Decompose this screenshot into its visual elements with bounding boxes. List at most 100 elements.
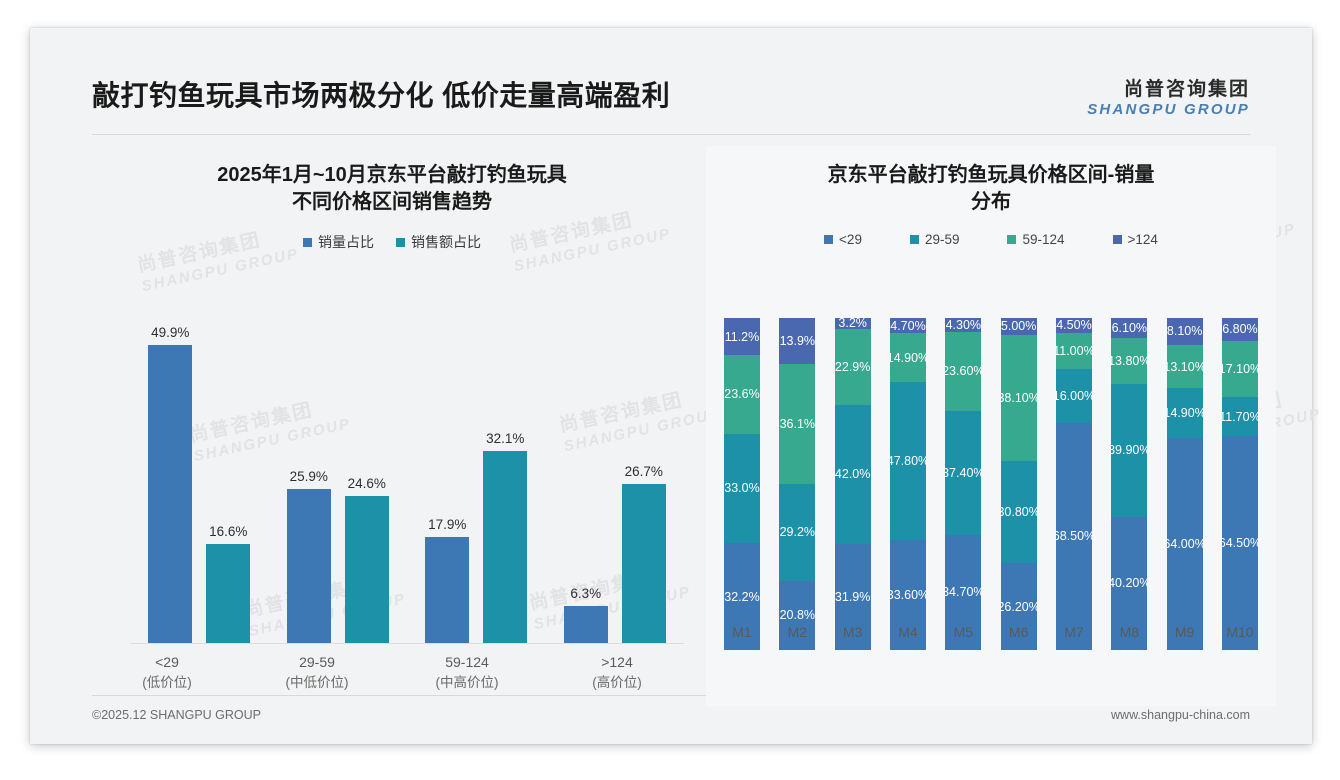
- legend-item-59-124[interactable]: 59-124: [1007, 232, 1065, 247]
- footer-copyright: ©2025.12 SHANGPU GROUP: [92, 708, 261, 722]
- stack-segment: 64.00%: [1166, 437, 1203, 650]
- segment-value-label: 31.9%: [834, 590, 871, 605]
- segment-value-label: 29.2%: [779, 525, 816, 540]
- stack-segment: 31.9%: [834, 544, 871, 650]
- x-axis-tick-label: >124 (高价位): [562, 652, 672, 698]
- stack-segment: 4.70%: [889, 318, 926, 334]
- legend-label: 29-59: [924, 232, 960, 247]
- stack-segment: 32.2%: [724, 543, 760, 650]
- chart-title-right: 京东平台敲打钓鱼玩具价格区间-销量 分布: [706, 146, 1276, 216]
- slide-card: 尚普咨询集团 SHANGPU GROUP 尚普咨询集团 SHANGPU GROU…: [30, 28, 1322, 744]
- stacked-bar[interactable]: 8.10% 13.10% 14.90% 64.00%: [1166, 318, 1203, 650]
- x-axis-line: [130, 643, 684, 644]
- segment-value-label: 64.00%: [1166, 536, 1203, 551]
- bar-value-label: 6.3%: [570, 586, 602, 602]
- stack-segment: 36.1%: [779, 364, 816, 484]
- segment-value-label: 8.10%: [1166, 324, 1203, 339]
- stack-segment: 40.20%: [1111, 516, 1148, 650]
- stack-segment: 20.8%: [779, 580, 816, 650]
- chart-title-right-line2: 分布: [971, 191, 1011, 213]
- x-axis-tick-label: M6: [1008, 624, 1029, 640]
- bar-value-label: 32.1%: [486, 431, 525, 447]
- chart-legend-left: 销量占比 销售额占比: [92, 232, 692, 252]
- stack-segment: 17.10%: [1221, 340, 1258, 398]
- stacked-bar[interactable]: 11.2% 23.6% 33.0% 32.2%: [724, 318, 760, 650]
- segment-value-label: 37.40%: [945, 465, 981, 480]
- bar: [621, 483, 666, 644]
- stack-segment: 4.30%: [945, 318, 982, 333]
- stack-segment: 11.00%: [1055, 332, 1092, 370]
- x-axis-tick-label: 59-124 (中高价位): [412, 652, 522, 698]
- bar-groups: 49.9% 16.6% 25.9% 24.6% 17.9% 32.1% 6.3% 26.7%: [130, 314, 684, 644]
- stack-segment: 38.10%: [1000, 334, 1037, 461]
- legend-swatch-icon: [303, 237, 312, 247]
- x-axis-tick-label: M1: [732, 624, 752, 640]
- stacked-bar[interactable]: 6.80% 17.10% 11.70% 64.50%: [1221, 318, 1258, 651]
- chart-title-left-line1: 2025年1月~10月京东平台敲打钓鱼玩具: [217, 164, 567, 186]
- segment-value-label: 6.10%: [1111, 321, 1148, 336]
- segment-value-label: 17.10%: [1221, 361, 1258, 376]
- stack-segment: 14.90%: [1166, 388, 1203, 438]
- chart-panel-right: 京东平台敲打钓鱼玩具价格区间-销量 分布 <29 29-59 59-124 >1…: [706, 146, 1276, 706]
- segment-value-label: 4.30%: [945, 318, 982, 333]
- segment-value-label: 40.20%: [1111, 576, 1147, 591]
- bar-value-label: 17.9%: [428, 516, 467, 532]
- legend-item-sales-volume-share[interactable]: 销量占比: [303, 232, 374, 252]
- plot-area-right: 11.2% 23.6% 33.0% 32.2% 13.9% 36.1% 29.2% 20.8%…: [724, 318, 1258, 651]
- bar-column[interactable]: 24.6%: [344, 314, 389, 644]
- stacked-bar[interactable]: 4.30% 23.60% 37.40% 34.70%: [945, 318, 982, 650]
- bar-column[interactable]: 17.9%: [425, 314, 470, 644]
- segment-value-label: 68.50%: [1055, 529, 1092, 544]
- stacked-bar[interactable]: 5.00% 38.10% 30.80% 26.20%: [1000, 318, 1037, 650]
- stack-segment: 42.0%: [834, 404, 871, 545]
- segment-value-label: 20.8%: [779, 608, 816, 623]
- legend-item-29-59[interactable]: 29-59: [909, 232, 960, 247]
- x-axis-tick-label: 29-59 (中低价位): [262, 652, 372, 698]
- bar-group: 49.9% 16.6%: [148, 314, 251, 644]
- bar-group: 25.9% 24.6%: [286, 314, 389, 644]
- bar-column[interactable]: 49.9%: [148, 314, 193, 644]
- x-axis-tick-label: M9: [1174, 624, 1195, 640]
- stack-segment: 13.9%: [779, 318, 816, 365]
- segment-value-label: 42.0%: [834, 467, 871, 482]
- segment-value-label: 22.9%: [834, 359, 871, 374]
- legend-item-under-29[interactable]: <29: [824, 232, 862, 247]
- stack-segment: 11.2%: [724, 318, 760, 356]
- bar-group: 17.9% 32.1%: [425, 314, 528, 644]
- stack-segment: 22.9%: [834, 328, 871, 405]
- stack-segment: 37.40%: [945, 410, 982, 535]
- tick-label-main: 29-59: [299, 654, 335, 670]
- segment-value-label: 11.70%: [1222, 409, 1258, 424]
- segment-value-label: 32.2%: [724, 589, 760, 604]
- bar-value-label: 24.6%: [347, 476, 386, 492]
- stacked-bar[interactable]: 4.50% 11.00% 16.00% 68.50%: [1055, 318, 1092, 650]
- stack-segment: 23.6%: [724, 355, 760, 434]
- stack-segment: 4.50%: [1055, 318, 1092, 333]
- bar-column[interactable]: 32.1%: [483, 314, 528, 644]
- legend-label: <29: [839, 232, 862, 247]
- stacked-bar[interactable]: 13.9% 36.1% 29.2% 20.8%: [779, 318, 816, 650]
- stack-segment: 33.0%: [724, 433, 760, 544]
- bar-column[interactable]: 6.3%: [563, 314, 608, 644]
- bar: [344, 496, 389, 644]
- legend-label: >124: [1127, 232, 1158, 247]
- chart-panel-left: 2025年1月~10月京东平台敲打钓鱼玩具 不同价格区间销售趋势 销量占比 销售…: [92, 146, 692, 706]
- segment-value-label: 39.90%: [1111, 443, 1147, 458]
- x-axis-tick-label: M7: [1064, 624, 1084, 640]
- stacked-bar[interactable]: 6.10% 13.80% 39.90% 40.20%: [1111, 318, 1148, 650]
- tick-label-sub: (高价位): [592, 675, 642, 690]
- bar-column[interactable]: 25.9%: [286, 314, 331, 644]
- bar-column[interactable]: 26.7%: [621, 314, 666, 644]
- chart-title-right-line1: 京东平台敲打钓鱼玩具价格区间-销量: [827, 164, 1155, 186]
- page-title: 敲打钓鱼玩具市场两极分化 低价走量高端盈利: [92, 80, 671, 111]
- bar: [206, 544, 251, 644]
- x-axis-tick-label: M5: [953, 624, 974, 640]
- stacked-bar[interactable]: 4.70% 14.90% 47.80% 33.60%: [889, 318, 926, 650]
- legend-item-over-124[interactable]: >124: [1112, 232, 1158, 247]
- stacked-bar[interactable]: 3.2% 22.9% 42.0% 31.9%: [834, 318, 871, 650]
- tick-label-main: >124: [601, 654, 633, 670]
- stacked-bars: 11.2% 23.6% 33.0% 32.2% 13.9% 36.1% 29.2% 20.8%…: [724, 318, 1258, 651]
- bar-column[interactable]: 16.6%: [206, 314, 251, 644]
- stack-segment: 16.00%: [1055, 369, 1092, 423]
- legend-item-sales-amount-share[interactable]: 销售额占比: [396, 232, 481, 252]
